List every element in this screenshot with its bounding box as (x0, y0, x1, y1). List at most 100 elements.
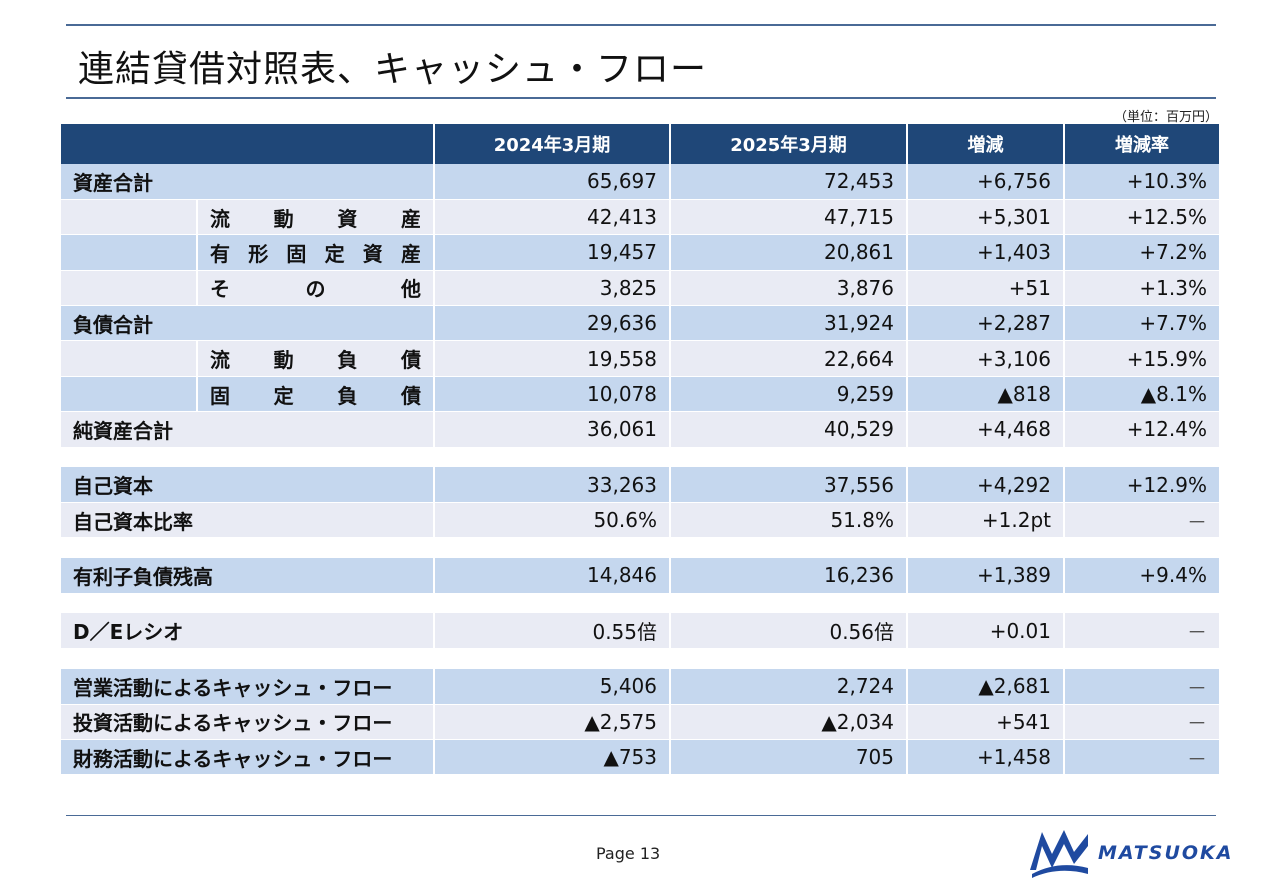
row-label: 自己資本比率 (61, 502, 435, 539)
table-row: D／Eレシオ 0.55倍 0.56倍 +0.01 － (61, 613, 1219, 650)
sub-item-label: 流動負債 (197, 340, 435, 377)
header-fy2024: 2024年3月期 (434, 124, 671, 164)
row-label: 資産合計 (61, 164, 435, 200)
cell-v2: 0.56倍 (670, 613, 908, 650)
cell-diff: +3,106 (907, 340, 1065, 377)
cell-v2: 2,724 (670, 668, 908, 705)
cell-v1: 5,406 (434, 668, 671, 705)
cell-v1: 14,846 (434, 557, 671, 594)
cell-rate: － (1064, 502, 1219, 539)
sub-item-label: その他 (197, 270, 435, 307)
cell-diff: +2,287 (907, 305, 1065, 342)
cell-v1: ▲2,575 (434, 704, 671, 740)
spacer-row (61, 593, 1219, 614)
row-label: 投資活動によるキャッシュ・フロー (61, 704, 435, 740)
page-title: 連結貸借対照表、キャッシュ・フロー (78, 49, 708, 90)
cell-diff: +4,292 (907, 467, 1065, 504)
cell-v2: 40,529 (670, 411, 908, 448)
row-label: 営業活動によるキャッシュ・フロー (61, 668, 435, 705)
cell-v2: 9,259 (670, 376, 908, 413)
sub-item-label: 流動資産 (197, 199, 435, 236)
cell-diff: ▲818 (907, 376, 1065, 413)
cell-v2: ▲2,034 (670, 704, 908, 740)
sub-item-label: 固定負債 (197, 376, 435, 413)
sub-item-text: 流動負債 (210, 348, 421, 373)
table-row: 自己資本 33,263 37,556 +4,292 +12.9% (61, 467, 1219, 504)
table-row: 有利子負債残高 14,846 16,236 +1,389 +9.4% (61, 557, 1219, 594)
cell-v1: 29,636 (434, 305, 671, 342)
cell-v2: 3,876 (670, 270, 908, 307)
matsuoka-logo (1030, 830, 1088, 878)
cell-v1: 36,061 (434, 411, 671, 448)
cell-v1: 42,413 (434, 199, 671, 236)
cell-rate: +7.2% (1064, 234, 1219, 271)
cell-rate: +12.5% (1064, 199, 1219, 236)
cell-rate: +9.4% (1064, 557, 1219, 594)
cell-rate: ▲8.1% (1064, 376, 1219, 413)
cell-diff: +51 (907, 270, 1065, 307)
cell-diff: +1,403 (907, 234, 1065, 271)
row-label: 純資産合計 (61, 411, 435, 448)
cell-diff: +1,458 (907, 739, 1065, 776)
table-row: 営業活動によるキャッシュ・フロー 5,406 2,724 ▲2,681 － (61, 668, 1219, 705)
row-label: 財務活動によるキャッシュ・フロー (61, 739, 435, 776)
cell-diff: +4,468 (907, 411, 1065, 448)
cell-rate: +12.4% (1064, 411, 1219, 448)
header-blank (61, 124, 435, 164)
row-label: 負債合計 (61, 305, 435, 342)
spacer-row (61, 648, 1219, 669)
cell-diff: +541 (907, 704, 1065, 740)
table-row: 流動負債 19,558 22,664 +3,106 +15.9% (61, 340, 1219, 377)
cell-rate: +12.9% (1064, 467, 1219, 504)
cell-v1: 3,825 (434, 270, 671, 307)
row-label: D／Eレシオ (61, 613, 435, 650)
unit-note: （単位：百万円） (1113, 110, 1218, 125)
cell-v1: 65,697 (434, 164, 671, 200)
table-row: その他 3,825 3,876 +51 +1.3% (61, 270, 1219, 307)
cell-v1: 19,457 (434, 234, 671, 271)
cell-diff: +1.2pt (907, 502, 1065, 539)
header-fy2025: 2025年3月期 (670, 124, 908, 164)
bottom-rule (66, 815, 1216, 816)
cell-v1: 33,263 (434, 467, 671, 504)
cell-v1: 0.55倍 (434, 613, 671, 650)
cell-diff: +6,756 (907, 164, 1065, 200)
cell-v2: 47,715 (670, 199, 908, 236)
spacer-row (61, 537, 1219, 558)
row-label: 有利子負債残高 (61, 557, 435, 594)
page-number: Page 13 (596, 844, 661, 863)
table-row: 自己資本比率 50.6% 51.8% +1.2pt － (61, 502, 1219, 539)
indent-cell (61, 270, 198, 307)
cell-v1: 19,558 (434, 340, 671, 377)
cell-v2: 37,556 (670, 467, 908, 504)
cell-diff: +5,301 (907, 199, 1065, 236)
cell-rate: － (1064, 613, 1219, 650)
cell-v2: 705 (670, 739, 908, 776)
cell-v2: 20,861 (670, 234, 908, 271)
sub-item-label: 有形固定資産 (197, 234, 435, 271)
cell-rate: +7.7% (1064, 305, 1219, 342)
top-rule (66, 24, 1216, 26)
table-row: 投資活動によるキャッシュ・フロー ▲2,575 ▲2,034 +541 － (61, 704, 1219, 740)
balance-sheet-table: 2024年3月期 2025年3月期 増減 増減率 資産合計 65,697 72,45… (61, 124, 1219, 776)
table-row: 純資産合計 36,061 40,529 +4,468 +12.4% (61, 411, 1219, 448)
header-change-rate: 増減率 (1064, 124, 1219, 164)
table-row: 流動資産 42,413 47,715 +5,301 +12.5% (61, 199, 1219, 236)
cell-v1: ▲753 (434, 739, 671, 776)
row-label: 自己資本 (61, 467, 435, 504)
cell-v2: 31,924 (670, 305, 908, 342)
cell-v2: 16,236 (670, 557, 908, 594)
cell-v2: 72,453 (670, 164, 908, 200)
title-rule (66, 97, 1216, 99)
cell-diff: +0.01 (907, 613, 1065, 650)
cell-v2: 22,664 (670, 340, 908, 377)
sub-item-text: 有形固定資産 (210, 241, 421, 266)
header-change: 増減 (907, 124, 1065, 164)
cell-rate: － (1064, 739, 1219, 776)
sub-item-text: 流動資産 (210, 206, 421, 231)
table-row: 資産合計 65,697 72,453 +6,756 +10.3% (61, 164, 1219, 200)
sub-item-text: 固定負債 (210, 383, 421, 408)
spacer-row (61, 447, 1219, 468)
cell-v2: 51.8% (670, 502, 908, 539)
cell-v1: 10,078 (434, 376, 671, 413)
